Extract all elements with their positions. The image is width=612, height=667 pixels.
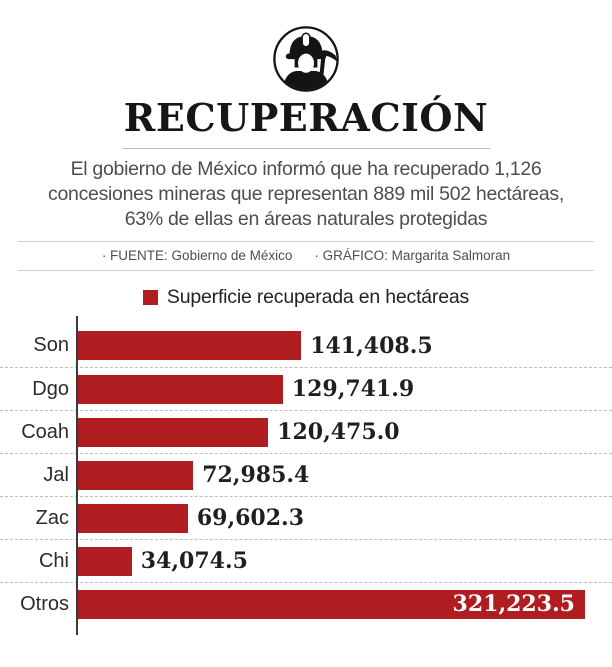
chart-row: Son 141,408.5	[0, 324, 612, 367]
chart-row: Jal 72,985.4	[0, 453, 612, 496]
legend-swatch-icon	[142, 290, 158, 305]
bar: 321,223.5	[78, 589, 585, 619]
bar-zone: 321,223.5	[78, 583, 585, 625]
source-label: · FUENTE: Gobierno de México	[101, 248, 293, 263]
value-label: 129,741.9	[291, 376, 415, 402]
bar-zone: 34,074.5	[78, 540, 585, 582]
bar	[78, 374, 283, 404]
value-label: 120,475.0	[277, 419, 400, 445]
category-label: Dgo	[32, 377, 69, 400]
bar-zone: 69,602.3	[78, 497, 585, 539]
bar-zone: 72,985.4	[78, 454, 585, 496]
subtitle-line: El gobierno de México informó que ha rec…	[70, 158, 542, 180]
value-label: 69,602.3	[196, 505, 305, 531]
bar-chart: Son 141,408.5 Dgo 129,741.9 Coah 120,475.0 Jal…	[0, 316, 612, 635]
miner-icon	[273, 26, 339, 92]
chart-row: Dgo 129,741.9	[0, 367, 612, 410]
bar-zone: 141,408.5	[78, 324, 585, 367]
chart-row: Coah 120,475.0	[0, 410, 612, 453]
value-label: 72,985.4	[202, 462, 310, 488]
category-label: Chi	[38, 549, 69, 572]
category-label: Zac	[35, 506, 69, 529]
subtitle-line: concesiones mineras que representan 889 …	[48, 183, 564, 205]
value-label: 34,074.5	[140, 548, 248, 574]
category-label: Jal	[43, 463, 69, 486]
bar	[78, 546, 132, 576]
category-label: Coah	[21, 420, 69, 443]
legend-label: Superficie recuperada en hectáreas	[166, 286, 470, 308]
category-label: Son	[33, 334, 69, 356]
subtitle: El gobierno de México informó que ha rec…	[0, 157, 612, 232]
y-axis-line	[76, 316, 78, 635]
bar-zone: 120,475.0	[78, 411, 585, 453]
source-band: · FUENTE: Gobierno de México · GRÁFICO: …	[18, 241, 594, 271]
chart-row: Otros 321,223.5	[0, 582, 612, 625]
bar	[78, 503, 188, 533]
title-divider	[122, 148, 490, 149]
value-label: 141,408.5	[310, 332, 433, 359]
credit-label: · GRÁFICO: Margarita Salmoran	[314, 248, 511, 263]
chart-legend: Superficie recuperada en hectáreas	[0, 286, 612, 309]
chart-row: Chi 34,074.5	[0, 539, 612, 582]
value-label: 321,223.5	[452, 591, 575, 617]
bar	[78, 331, 302, 360]
bar-zone: 129,741.9	[78, 368, 585, 410]
bar	[78, 460, 194, 490]
subtitle-line: 63% de ellas en áreas naturales protegid…	[124, 208, 488, 230]
bar-rows: Son 141,408.5 Dgo 129,741.9 Coah 120,475.0 Jal…	[0, 324, 612, 625]
bar	[78, 417, 269, 447]
header-icon-wrap	[0, 0, 612, 93]
page-title: RECUPERACIÓN	[123, 95, 489, 140]
category-label: Otros	[20, 592, 69, 615]
chart-row: Zac 69,602.3	[0, 496, 612, 539]
